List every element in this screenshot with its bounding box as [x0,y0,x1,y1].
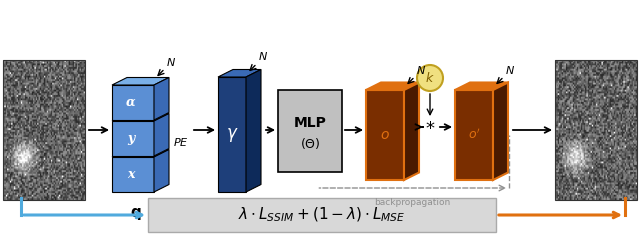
Text: $\mathbf{q}$: $\mathbf{q}$ [131,206,141,222]
Text: $\lambda \cdot L_{SSIM} + (1-\lambda) \cdot L_{MSE}$: $\lambda \cdot L_{SSIM} + (1-\lambda) \c… [238,206,406,224]
Text: $(\Theta)$: $(\Theta)$ [300,136,320,151]
Bar [555,60,637,200]
Polygon shape [112,150,169,157]
Text: $*$: $*$ [425,118,435,136]
Polygon shape [455,83,508,90]
Text: $N$: $N$ [166,55,176,67]
Text: $\gamma$: $\gamma$ [226,126,238,144]
Bar [278,90,342,172]
Bar [112,85,154,120]
Text: $N$: $N$ [505,64,515,76]
Polygon shape [493,83,508,180]
Bar [3,60,85,200]
Polygon shape [154,114,169,156]
Polygon shape [154,78,169,120]
Bar [366,90,404,180]
Polygon shape [404,83,419,180]
Text: backpropagation: backpropagation [374,198,451,207]
Text: $o$: $o$ [380,128,390,142]
Bar [148,198,496,232]
Polygon shape [218,70,261,77]
Text: $o'$: $o'$ [468,128,480,142]
Bar [455,90,493,180]
Text: MLP: MLP [294,116,326,130]
Polygon shape [366,83,419,90]
Polygon shape [246,70,261,192]
Bar [112,121,154,156]
Circle shape [417,65,443,91]
Bar [112,157,154,192]
Text: $N$: $N$ [258,50,268,62]
Bar [218,77,246,192]
Text: x: x [127,168,134,181]
Text: $PE$: $PE$ [173,137,189,149]
Text: α: α [126,96,136,109]
Text: y: y [127,132,134,145]
Polygon shape [112,78,169,85]
Polygon shape [154,150,169,192]
Text: $N$: $N$ [416,64,426,76]
Text: $k$: $k$ [425,71,435,85]
Polygon shape [112,114,169,121]
